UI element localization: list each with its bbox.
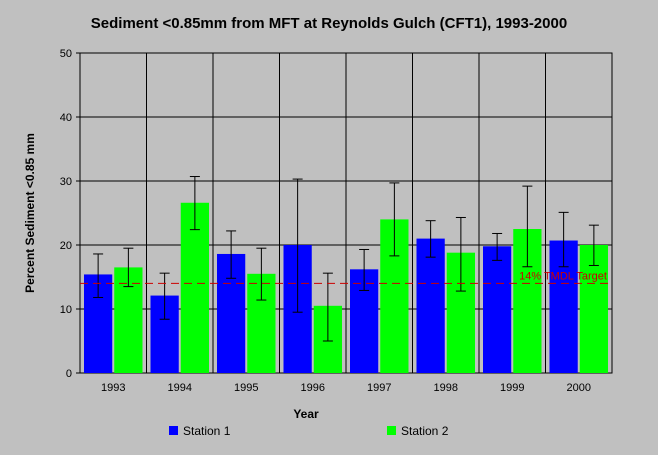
y-tick-label: 0 [66,368,72,380]
x-axis-ticks: 1993 1994 1995 1996 1997 1998 1999 2000 [101,382,591,394]
x-tick-label: 1999 [500,382,524,394]
x-tick-label: 1995 [234,382,258,394]
legend-label-2: Station 2 [401,424,449,438]
bar-station-2-1994 [180,202,209,373]
bar-station-1-1999 [483,246,512,373]
bar-station-2-2000 [579,245,608,373]
x-axis-label: Year [293,407,319,421]
legend-swatch-2 [387,426,396,435]
y-tick-label: 30 [60,176,72,188]
chart-title: Sediment <0.85mm from MFT at Reynolds Gu… [91,15,567,32]
y-tick-label: 10 [60,304,72,316]
legend: Station 1 Station 2 [169,424,449,438]
legend-label-1: Station 1 [183,424,231,438]
x-tick-label: 1998 [434,382,458,394]
gridlines [79,52,613,374]
bar-station-1-1998 [416,238,445,373]
y-tick-label: 40 [60,112,72,124]
x-tick-label: 1993 [101,382,125,394]
y-axis-label: Percent Sediment <0.85 mm [23,133,37,293]
reference-line-group: 14% TMDL Target [80,270,612,284]
x-tick-label: 1994 [168,382,192,394]
error-bars [93,176,599,342]
x-tick-label: 1997 [367,382,391,394]
plot-border [79,52,613,374]
y-tick-label: 20 [60,240,72,252]
legend-swatch-1 [169,426,178,435]
x-tick-label: 1996 [301,382,325,394]
tmdl-target-label: 14% TMDL Target [519,270,607,282]
x-tick-label: 2000 [567,382,591,394]
y-tick-label: 50 [60,48,72,60]
y-axis-ticks: 0 10 20 30 40 50 [60,48,80,380]
